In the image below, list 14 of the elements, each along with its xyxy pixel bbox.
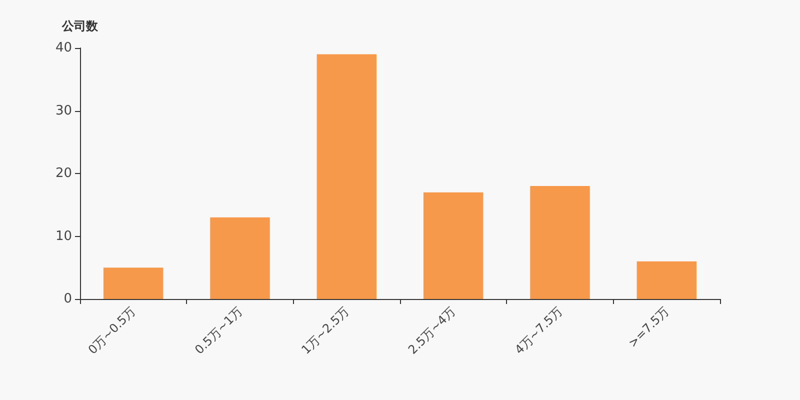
y-tick-label: 30 [55,103,72,118]
bar [316,54,377,299]
y-tick-label: 20 [55,166,72,181]
bar [636,261,697,299]
y-axis-title: 公司数 [61,19,99,33]
x-tick-label: 0.5万~1万 [192,304,245,357]
x-tick-label: 2.5万~4万 [405,304,458,357]
bar [103,268,164,299]
bar [210,217,270,299]
bar [423,192,484,299]
y-tick-label: 0 [64,292,72,306]
y-tick-label: 40 [55,40,72,56]
y-tick-label: 10 [55,228,72,244]
bar [530,186,590,299]
